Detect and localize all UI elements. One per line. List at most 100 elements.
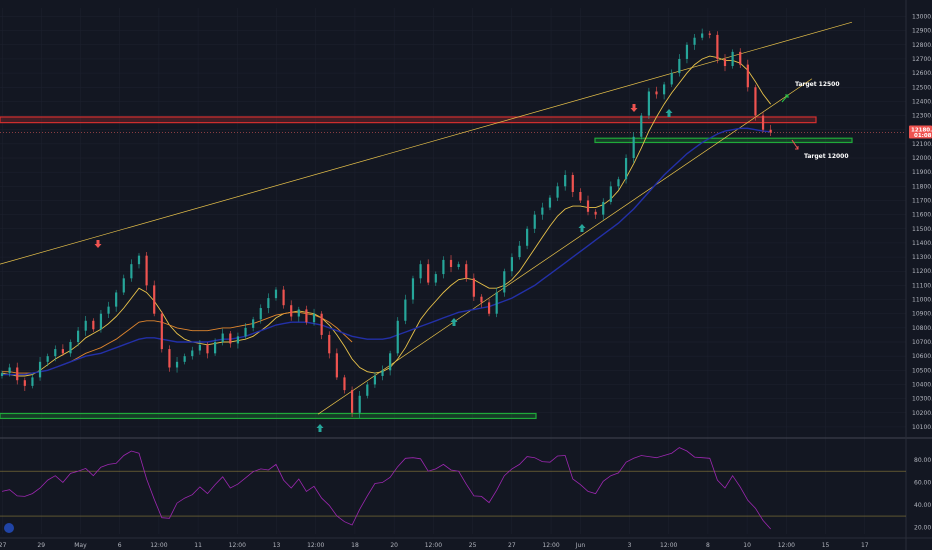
candle-body [495,292,498,314]
ma-line-1 [1,55,772,377]
candle-body [23,380,26,386]
candle-body [373,375,377,385]
candle-body [647,91,650,116]
candle-body [137,255,141,265]
time-tick-label: 10 [743,542,751,549]
candle-body [754,87,757,116]
candle-body [221,333,224,343]
candle-body [411,278,415,300]
candle-body [556,186,559,198]
candle-body [274,289,278,299]
rsi-pane: 20.00 40.00 60.00 80.00 [0,447,931,531]
candle-body [487,302,491,314]
candle-body [663,84,666,95]
candle-body [449,259,453,267]
tradingview-logo-icon [4,523,14,533]
price-tick-label: 10200.0 [912,410,932,417]
price-tick-label: 11300.0 [912,254,932,261]
candle-body [69,342,72,354]
candle-body [191,350,194,357]
time-tick-label: 12:00 [150,542,167,549]
last-price-badge [909,125,932,139]
time-axis[interactable]: 27 29 May 6 12:00 11 12:00 13 12:00 18 20 12:00 25 27… [0,523,932,549]
candle-body [769,129,772,133]
time-tick-label: 20 [390,542,398,549]
price-tick-label: 12700.0 [912,56,932,63]
candle-body [206,344,209,354]
candle-body [115,292,118,307]
price-axis[interactable]: 10100.0 10200.0 10300.0 10400.0 10500.0 10600… [909,13,932,431]
time-tick-label: Jun [575,542,586,549]
candle-body [472,278,475,297]
price-tick-label: 10800.0 [912,325,932,332]
candle-body [343,377,346,391]
candle-body [526,228,529,246]
candle-body [160,313,163,350]
price-tick-label: 11900.0 [912,169,932,176]
candle-body [236,336,240,344]
price-tick-label: 10900.0 [912,311,932,318]
candle-body [617,179,620,187]
candle-body [632,136,635,159]
arrow-up-icon [316,424,324,432]
candle-body [457,264,460,267]
candle-body [685,44,689,59]
candle-body [328,334,331,354]
candle-body [358,395,361,413]
price-tick-label: 13000.0 [912,13,932,20]
level-resistance [0,116,817,124]
candle-body [746,64,749,88]
ma-line-3 [2,127,771,376]
candle-body [153,285,156,314]
candle-body [465,264,468,279]
candle-body [366,384,369,396]
candle-body [77,330,80,343]
candle-body [267,298,270,309]
time-tick-label: 17 [861,542,869,549]
candle-body [0,373,4,376]
price-tick-label: 11600.0 [912,212,932,219]
time-tick-label: 6 [118,542,122,549]
price-tick-label: 10400.0 [912,381,932,388]
candle-body [213,342,217,354]
candle-body [571,175,574,192]
candle-body [122,278,125,293]
candle-body [670,73,673,85]
price-tick-label: 12500.0 [912,84,932,91]
candle-body [320,313,323,335]
time-tick-label: 11 [194,542,202,549]
time-tick-label: 12:00 [778,542,795,549]
candle-body [518,245,521,258]
candle-body [305,309,308,323]
candle-body [678,58,681,74]
candle-body [419,264,422,279]
arrow-down-icon [630,104,638,112]
price-levels [0,116,906,420]
signal-arrows [94,104,673,432]
candles [0,28,772,418]
annotations: Target 12500 Target 12000 [781,81,849,160]
candle-body [731,51,734,67]
arrow-up-icon [578,224,586,232]
candle-body [168,349,171,368]
trendline-support [317,78,813,415]
candle-body [548,197,552,208]
annotation-target-12500: Target 12500 [795,81,840,88]
candle-body [541,207,544,215]
candle-body [708,33,711,35]
annotation-target-12000: Target 12000 [804,153,849,160]
candle-body [312,313,316,323]
candle-body [396,320,399,354]
candle-body [442,259,445,275]
time-tick-label: 12:00 [660,542,677,549]
target-down-arrow [791,139,799,150]
last-price-time: 01:08 [914,133,932,139]
time-tick-label: 18 [351,542,359,549]
candle-body [586,200,590,212]
candle-body [61,349,64,354]
price-tick-label: 12800.0 [912,42,932,49]
candle-body [594,211,597,215]
time-tick-label: 15 [822,542,830,549]
candle-body [290,305,293,317]
